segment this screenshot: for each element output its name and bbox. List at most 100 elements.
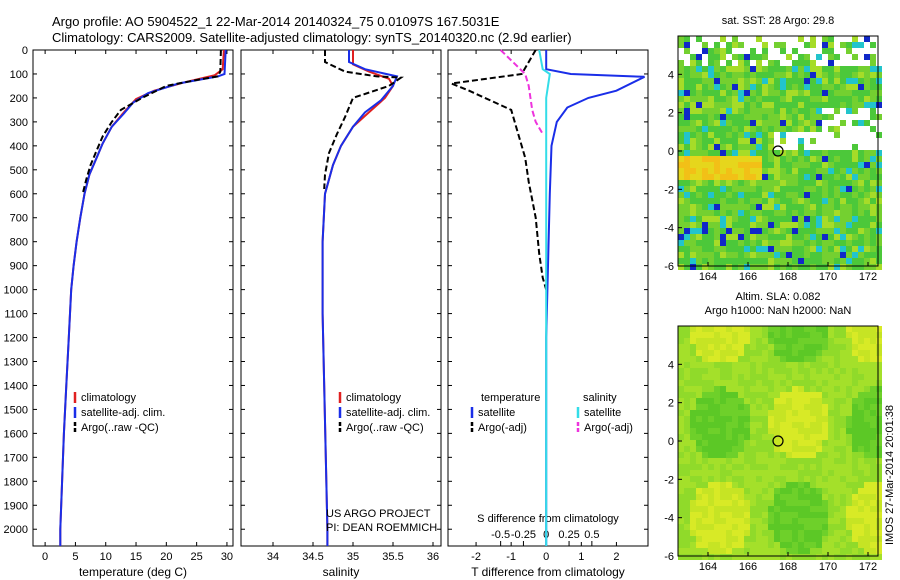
difference-xtick-label: -1	[506, 551, 516, 563]
salinity-xtick-label: 35	[347, 551, 359, 563]
sla_map-title: Argo h1000: NaN h2000: NaN	[705, 305, 852, 317]
legend-entry: satellite	[478, 407, 515, 419]
difference-xtick-label: 1	[578, 551, 584, 563]
legend-header-temperature: temperature	[481, 392, 540, 404]
depth-tick-label: 0	[22, 45, 28, 57]
sla_map-ytick-label: -2	[664, 474, 674, 486]
depth-tick-label: 1000	[4, 285, 28, 297]
depth-tick-label: 300	[10, 117, 28, 129]
depth-tick-label: 700	[10, 213, 28, 225]
difference-series-argo--adj-	[499, 49, 544, 135]
difference-frame	[447, 49, 649, 547]
temperature-xtick-label: 0	[42, 551, 48, 563]
difference-xtick-label: 2	[613, 551, 619, 563]
legend-entry: Argo(-adj)	[584, 422, 633, 434]
sst_map-ytick-label: -2	[664, 184, 674, 196]
salinity-diff-tick-label: 0.25	[558, 529, 579, 541]
temperature-xtick-label: 5	[72, 551, 78, 563]
difference-xlabel: T difference from climatology	[471, 565, 625, 579]
temperature-series-climatology	[59, 49, 225, 546]
sst_map-ytick-label: 0	[668, 146, 674, 158]
sla_map-ytick-label: 2	[668, 398, 674, 410]
sla_map-ytick-label: 0	[668, 436, 674, 448]
depth-tick-label: 1900	[4, 500, 28, 512]
salinity-xtick-label: 34.5	[302, 551, 323, 563]
legend-entry: satellite	[584, 407, 621, 419]
depth-tick-label: 200	[10, 93, 28, 105]
sst_map-xtick-label: 164	[699, 271, 717, 283]
temperature-xtick-label: 20	[160, 551, 172, 563]
sla_map-ytick-label: -6	[664, 551, 674, 563]
salinity-frame	[240, 49, 442, 547]
legend-entry: Argo(..raw -QC)	[81, 422, 159, 434]
depth-tick-label: 100	[10, 69, 28, 81]
timestamp-label: IMOS 27-Mar-2014 20:01:38	[884, 405, 896, 545]
legend-entry: satellite-adj. clim.	[346, 407, 430, 419]
depth-tick-label: 500	[10, 165, 28, 177]
salinity-xtick-label: 34	[267, 551, 279, 563]
argo-float-marker	[772, 145, 784, 157]
salinity-xlabel: salinity	[323, 565, 360, 579]
depth-tick-label: 800	[10, 237, 28, 249]
sst_map-image	[678, 36, 882, 270]
depth-tick-label: 1200	[4, 333, 28, 345]
legend-entry: Argo(..raw -QC)	[346, 422, 424, 434]
depth-tick-label: 1100	[4, 309, 28, 321]
salinity-diff-tick-label: 0.5	[584, 529, 599, 541]
sst_map-xtick-label: 166	[739, 271, 757, 283]
sst_map-ytick-label: -6	[664, 261, 674, 273]
legend-entry: satellite-adj. clim.	[81, 407, 165, 419]
depth-tick-label: 1600	[4, 428, 28, 440]
legend-header-salinity: salinity	[583, 392, 617, 404]
sla_map-xtick-label: 164	[699, 561, 717, 573]
sst_map-xtick-label: 168	[779, 271, 797, 283]
temperature-xlabel: temperature (deg C)	[79, 565, 187, 579]
temperature-series-satellite-adj--clim-	[59, 49, 227, 546]
salinity-diff-tick-label: -0.25	[511, 529, 536, 541]
difference-series-satellite	[538, 49, 551, 546]
salinity-diff-axis-label: S difference from climatology	[477, 513, 619, 525]
sst_map-title: sat. SST: 28 Argo: 29.8	[722, 15, 835, 27]
figure-title-line1: Argo profile: AO 5904522_1 22-Mar-2014 2…	[52, 14, 500, 29]
figure-title-line2: Climatology: CARS2009. Satellite-adjuste…	[52, 30, 572, 45]
sla_map-ytick-label: -4	[664, 513, 674, 525]
sst_map-ytick-label: 4	[668, 69, 674, 81]
difference-series-satellite	[545, 50, 645, 546]
sla_map-xtick-label: 172	[859, 561, 877, 573]
depth-tick-label: 1400	[4, 380, 28, 392]
salinity-series-argo---raw--qc-	[323, 50, 404, 190]
sst_map-xtick-label: 170	[819, 271, 837, 283]
depth-tick-label: 1500	[4, 404, 28, 416]
sst_map-ytick-label: -4	[664, 223, 674, 235]
depth-tick-label: 1300	[4, 356, 28, 368]
temperature-xtick-label: 15	[130, 551, 142, 563]
legend-entry: climatology	[346, 392, 402, 404]
temperature-xtick-label: 10	[100, 551, 112, 563]
depth-tick-label: 600	[10, 189, 28, 201]
sla_map-xtick-label: 168	[779, 561, 797, 573]
depth-tick-label: 2000	[4, 524, 28, 536]
sla_map-xtick-label: 166	[739, 561, 757, 573]
sla_map-title: Altim. SLA: 0.082	[736, 291, 821, 303]
sla_map-xtick-label: 170	[819, 561, 837, 573]
depth-tick-label: 400	[10, 141, 28, 153]
temperature-frame	[32, 49, 234, 547]
sst_map-ytick-label: 2	[668, 108, 674, 120]
sla_map-image	[678, 326, 882, 560]
sla_map-ytick-label: 4	[668, 359, 674, 371]
argo-float-marker	[772, 435, 784, 447]
salinity-xtick-label: 36	[427, 551, 439, 563]
salinity-diff-tick-label: -0.5	[491, 529, 510, 541]
sst_map-xtick-label: 172	[859, 271, 877, 283]
temperature-xtick-label: 25	[191, 551, 203, 563]
salinity-series-satellite-adj--clim-	[321, 50, 399, 546]
difference-xtick-label: -2	[471, 551, 481, 563]
difference-xtick-label: 0	[543, 551, 549, 563]
difference-series-argo--adj-	[447, 49, 548, 290]
temperature-xtick-label: 30	[221, 551, 233, 563]
depth-tick-label: 1800	[4, 476, 28, 488]
temperature-series-argo---raw--qc-	[81, 49, 222, 195]
salinity-series-climatology	[321, 50, 395, 546]
legend-entry: Argo(-adj)	[478, 422, 527, 434]
